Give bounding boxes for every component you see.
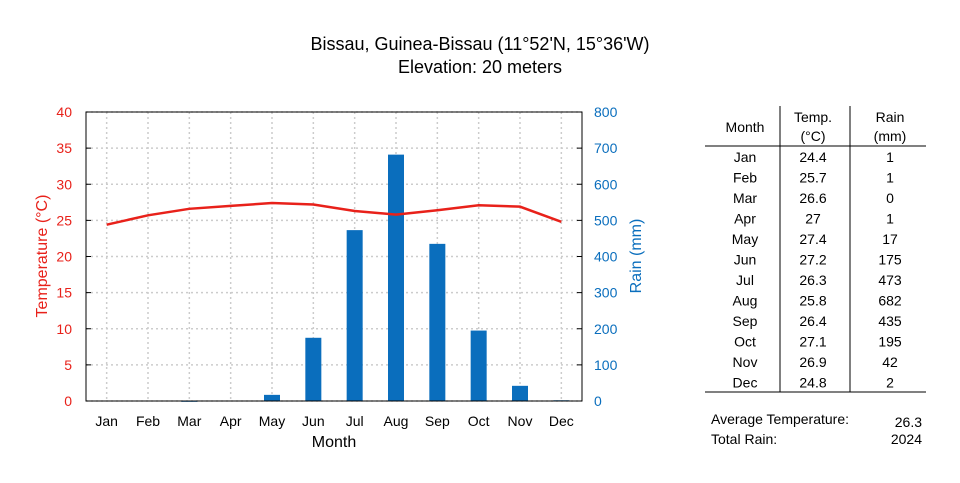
table-cell-rain: 2 [886, 375, 894, 391]
y-left-tick-label: 30 [56, 176, 72, 192]
table-cell-temp: 26.6 [799, 190, 826, 206]
table-cell-month: Aug [733, 293, 758, 309]
table-cell-month: Apr [734, 211, 756, 227]
rain-bar [512, 385, 528, 401]
table-cell-month: Oct [734, 334, 756, 350]
table-cell-month: Dec [733, 375, 758, 391]
y-axis-right-label: Rain (mm) [628, 219, 645, 294]
y-left-tick-label: 15 [56, 285, 72, 301]
summary-label: Total Rain: [711, 431, 777, 447]
rain-bar [429, 243, 446, 401]
x-tick-label: May [259, 413, 285, 429]
y-axis-left-label: Temperature (°C) [34, 195, 51, 318]
table-cell-temp: 27.1 [799, 334, 826, 350]
x-tick-label: Mar [177, 413, 201, 429]
y-right-tick-label: 300 [594, 285, 618, 301]
table-cell-rain: 42 [882, 354, 898, 370]
y-left-tick-label: 20 [56, 249, 72, 265]
table-cell-month: Nov [733, 354, 758, 370]
table-cell-rain: 17 [882, 231, 898, 247]
y-right-tick-label: 400 [594, 249, 618, 265]
rain-bar [388, 154, 404, 401]
table-cell-month: Mar [733, 190, 757, 206]
chart-subtitle: Elevation: 20 meters [398, 57, 562, 77]
y-right-tick-label: 700 [594, 140, 618, 156]
plot-frame [85, 111, 583, 402]
table-cell-month: May [732, 231, 758, 247]
x-tick-label: Nov [508, 413, 533, 429]
table-cell-temp: 26.9 [799, 354, 826, 370]
table-cell-temp: 24.8 [799, 375, 826, 391]
summary-value: 26.3 [895, 414, 922, 430]
y-right-tick-label: 200 [594, 321, 618, 337]
table-cell-temp: 26.4 [799, 313, 826, 329]
y-left-tick-label: 10 [56, 321, 72, 337]
table-cell-temp: 24.4 [799, 149, 826, 165]
x-tick-label: Aug [384, 413, 409, 429]
y-right-tick-label: 600 [594, 176, 618, 192]
summary-value: 2024 [891, 431, 922, 447]
x-tick-label: Jul [346, 413, 364, 429]
table-cell-temp: 25.7 [799, 170, 826, 186]
x-tick-label: Jan [95, 413, 118, 429]
summary-label: Average Temperature: [711, 411, 849, 427]
x-tick-label: Oct [468, 413, 490, 429]
y-right-tick-label: 0 [594, 393, 602, 409]
table-cell-temp: 27 [805, 211, 821, 227]
climate-table: Month Temp. (°C) Rain (mm) Jan 24.4 1 Feb 25.7 1 Ma… [705, 106, 926, 447]
table-cell-temp: 26.3 [799, 272, 826, 288]
rain-bar [346, 230, 363, 401]
y-left-tick-label: 25 [56, 212, 72, 228]
x-tick-label: Apr [220, 413, 242, 429]
y-right-tick-label: 100 [594, 357, 618, 373]
table-header-rain-unit: (mm) [874, 128, 907, 144]
rain-bar [470, 330, 487, 401]
table-cell-rain: 175 [878, 252, 902, 268]
y-left-tick-label: 40 [56, 104, 72, 120]
y-left-tick-label: 5 [64, 357, 72, 373]
rain-bar [264, 394, 280, 401]
table-cell-rain: 473 [878, 272, 902, 288]
x-tick-label: Dec [549, 413, 574, 429]
y-right-tick-label: 800 [594, 104, 618, 120]
table-cell-rain: 682 [878, 293, 902, 309]
table-cell-month: Jun [734, 252, 757, 268]
y-right-tick-label: 500 [594, 212, 618, 228]
table-header-temp-unit: (°C) [800, 128, 825, 144]
x-tick-label: Feb [136, 413, 160, 429]
x-tick-label: Sep [425, 413, 450, 429]
table-cell-rain: 435 [878, 313, 902, 329]
table-cell-month: Sep [733, 313, 758, 329]
table-cell-rain: 0 [886, 190, 894, 206]
temperature-line [106, 201, 562, 226]
table-header-rain: Rain [876, 109, 905, 125]
chart-title: Bissau, Guinea-Bissau (11°52'N, 15°36'W) [310, 34, 649, 54]
table-cell-rain: 1 [886, 149, 894, 165]
x-axis-label: Month [312, 434, 356, 451]
y-left-tick-label: 0 [64, 393, 72, 409]
table-cell-rain: 1 [886, 211, 894, 227]
y-left-tick-label: 35 [56, 140, 72, 156]
table-cell-month: Jan [734, 149, 757, 165]
rain-bar [305, 337, 322, 401]
table-cell-temp: 25.8 [799, 293, 826, 309]
table-header-temp: Temp. [794, 109, 832, 125]
table-cell-month: Jul [736, 272, 754, 288]
x-tick-label: Jun [302, 413, 325, 429]
table-cell-rain: 1 [886, 170, 894, 186]
table-cell-temp: 27.2 [799, 252, 826, 268]
table-cell-rain: 195 [878, 334, 902, 350]
table-header-month: Month [726, 119, 765, 135]
table-cell-temp: 27.4 [799, 231, 826, 247]
table-cell-month: Feb [733, 170, 757, 186]
